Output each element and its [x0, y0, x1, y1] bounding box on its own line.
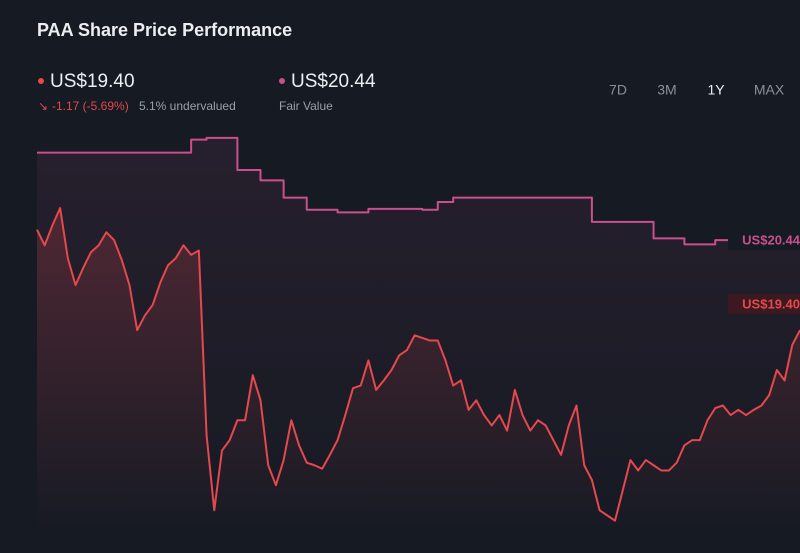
- arrow-icon: ↘: [38, 99, 48, 113]
- price-change: -1.17 (-5.69%): [52, 99, 129, 113]
- legend-entry: Fair Value: [279, 99, 333, 113]
- chart-title: PAA Share Price Performance: [37, 20, 292, 40]
- fair-value-label: US$20.44: [291, 71, 376, 92]
- range-button[interactable]: 7D: [609, 82, 627, 98]
- line: [37, 136, 800, 246]
- line: [36, 207, 800, 522]
- end-label: US$20.44: [742, 233, 800, 248]
- valuation: 5.1% undervalued: [139, 99, 236, 113]
- end-label-bg: [728, 294, 800, 315]
- end-label-bg: [728, 230, 800, 251]
- price-label: US$19.40: [50, 71, 135, 92]
- range-button[interactable]: 3M: [657, 82, 676, 98]
- price-dot: [38, 78, 44, 84]
- plot: US$19.40 US$20.44: [36, 136, 800, 538]
- area: [37, 208, 800, 538]
- range-button[interactable]: MAX: [754, 82, 785, 98]
- fair-dot: [279, 78, 285, 84]
- end-label: US$19.40: [742, 297, 800, 312]
- range-selector: 7D 3M 1Y MAX: [609, 82, 785, 98]
- range-button[interactable]: 1Y: [707, 82, 725, 98]
